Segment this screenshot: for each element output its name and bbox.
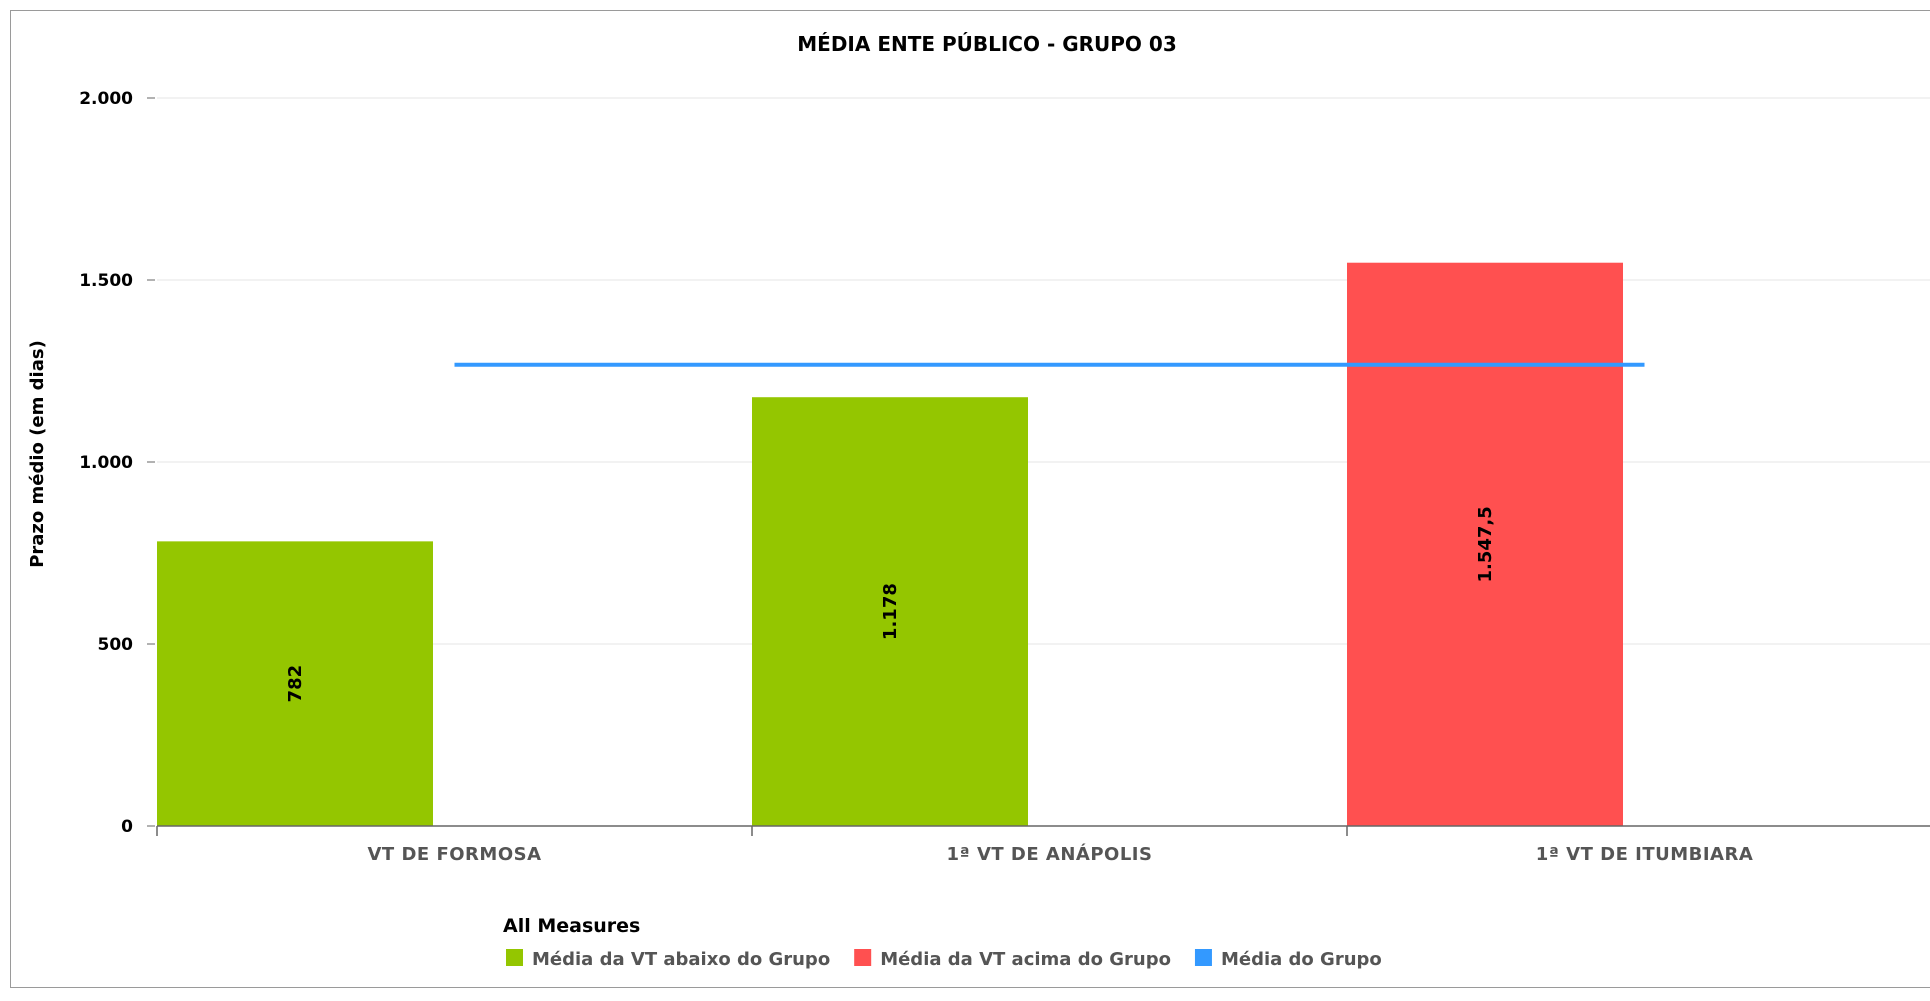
bar	[752, 397, 1028, 826]
bar-data-label: 782	[285, 665, 306, 703]
bar-data-label: 1.547,5	[1475, 506, 1496, 582]
legend-swatch	[1194, 949, 1212, 966]
bar-data-label: 1.178	[880, 583, 901, 640]
y-axis-label: Prazo médio (em dias)	[27, 340, 48, 568]
bar	[1347, 262, 1623, 826]
y-axis-ticks: 0 500 1.000 1.500 2.000	[79, 89, 155, 837]
legend-title: All Measures	[503, 915, 640, 937]
legend-swatch	[506, 949, 523, 966]
x-tick-label: 1ª VT DE ITUMBIARA	[1536, 844, 1754, 865]
legend-entry-label: Média do Grupo	[1221, 949, 1382, 970]
legend-entry-label: Média da VT abaixo do Grupo	[532, 949, 830, 970]
y-tick-label: 1.000	[79, 453, 133, 473]
x-tick-label: 1ª VT DE ANÁPOLIS	[947, 843, 1153, 865]
bar	[157, 541, 433, 826]
y-tick-label: 0	[121, 817, 133, 837]
legend-entry-label: Média da VT acima do Grupo	[880, 949, 1171, 970]
chart-frame: MÉDIA ENTE PÚBLICO - GRUPO 03 Prazo médi…	[10, 10, 1930, 988]
x-axis: VT DE FORMOSA 1ª VT DE ANÁPOLIS 1ª VT DE I…	[156, 825, 1930, 865]
y-tick-label: 2.000	[79, 89, 133, 109]
x-tick-label: VT DE FORMOSA	[367, 844, 541, 865]
legend: All Measures Média da VT abaixo do Grupo M…	[503, 915, 1382, 970]
y-tick-label: 1.500	[79, 271, 133, 291]
gridlines	[157, 97, 1930, 645]
chart-canvas: MÉDIA ENTE PÚBLICO - GRUPO 03 Prazo médi…	[27, 32, 1930, 970]
y-tick-label: 500	[98, 635, 134, 655]
legend-swatch	[854, 949, 872, 966]
chart-title: MÉDIA ENTE PÚBLICO - GRUPO 03	[797, 32, 1176, 56]
bars: 782 1.178 1.547,5	[157, 262, 1623, 826]
